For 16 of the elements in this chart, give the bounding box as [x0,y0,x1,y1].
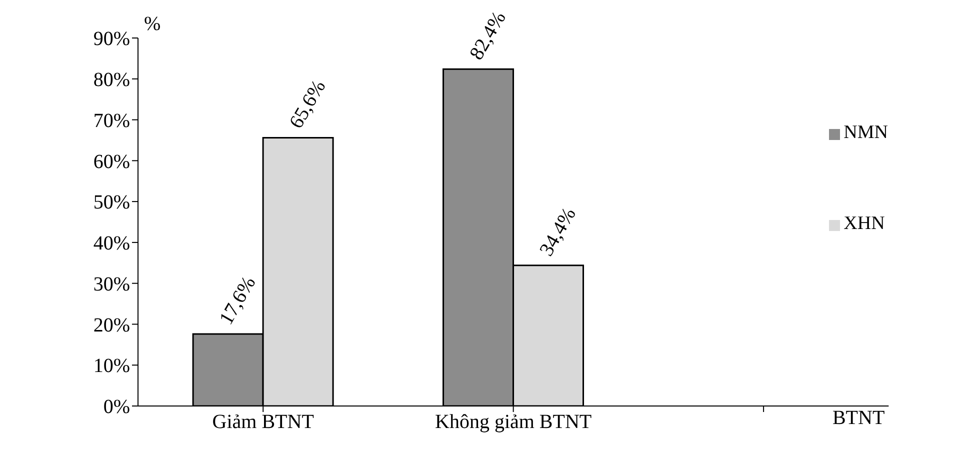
y-axis-title: % [144,13,161,35]
y-tick-label: 20% [93,314,130,336]
legend-label: XHN [844,213,885,234]
x-tick-label: Giảm BTNT [212,411,314,434]
y-tick-label: 70% [93,110,130,132]
y-tick-label: 10% [93,355,130,378]
y-tick-label: 50% [93,192,130,214]
y-tick-label: 0% [103,396,130,418]
x-tick-label: Không giảm BTNT [435,411,592,434]
y-tick-label: 30% [93,273,130,296]
y-tick-label: 90% [93,28,130,50]
legend-label: NMN [844,122,888,143]
y-tick-label: 40% [93,232,130,255]
y-tick-label: 60% [93,150,130,173]
y-tick-label: 80% [93,68,130,91]
x-axis-title: BTNT [832,407,885,429]
